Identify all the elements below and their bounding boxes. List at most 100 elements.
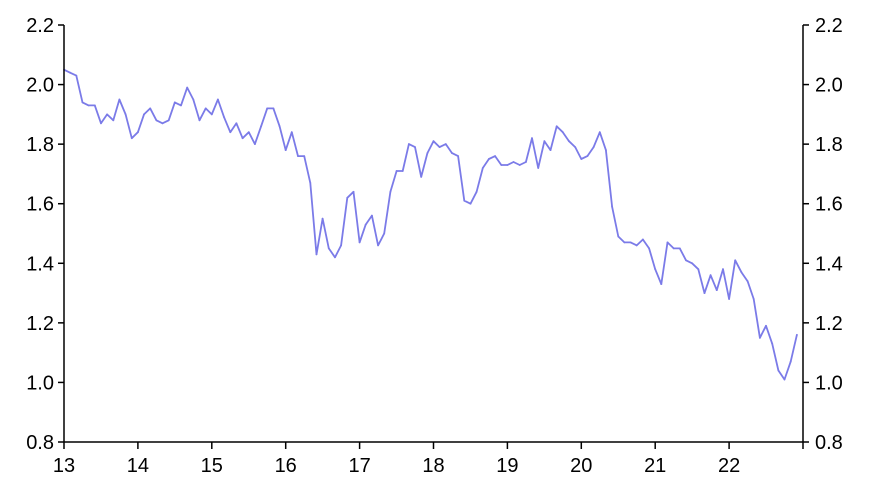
data-point — [715, 289, 718, 291]
data-point — [512, 161, 515, 163]
data-point — [69, 71, 71, 74]
data-point — [709, 274, 712, 277]
data-point — [672, 247, 675, 250]
data-point — [543, 140, 546, 143]
data-point — [235, 122, 238, 125]
data-point — [463, 199, 466, 202]
data-point — [358, 241, 361, 244]
data-point — [426, 152, 429, 155]
data-point — [352, 190, 355, 193]
data-point — [518, 164, 521, 166]
data-point — [580, 158, 583, 160]
data-point — [494, 155, 496, 158]
axes-layer — [63, 25, 804, 443]
right-y-tick-label: 1.8 — [815, 134, 843, 156]
x-tick-label: 15 — [201, 455, 223, 477]
data-point — [278, 125, 281, 128]
data-point — [229, 131, 232, 134]
series-line — [63, 68, 798, 381]
data-point — [592, 146, 595, 149]
data-point — [81, 101, 84, 104]
data-point — [130, 137, 133, 140]
data-point — [143, 113, 145, 116]
data-point — [389, 190, 392, 193]
data-point — [746, 280, 749, 283]
right-y-tick-label: 0.8 — [815, 432, 843, 454]
data-point — [555, 125, 558, 128]
data-point — [297, 155, 299, 158]
data-point — [642, 238, 644, 241]
data-point — [334, 256, 336, 259]
x-axis: 13 14 15 16 17 18 19 20 21 22 — [53, 442, 804, 477]
data-point — [284, 149, 287, 152]
data-point — [574, 146, 577, 149]
data-point — [346, 196, 349, 199]
data-point — [789, 360, 792, 363]
data-point — [321, 217, 324, 220]
data-point — [475, 190, 478, 193]
data-point — [260, 125, 262, 128]
data-point — [327, 247, 330, 250]
data-point — [611, 205, 613, 208]
data-point — [315, 253, 318, 256]
left-y-tick-label: 1.2 — [26, 313, 54, 335]
x-tick-label: 14 — [127, 455, 149, 477]
data-point — [561, 131, 564, 134]
data-point — [186, 86, 189, 89]
data-point — [432, 140, 435, 143]
data-point — [722, 268, 724, 271]
data-point — [118, 98, 121, 101]
data-point — [617, 235, 620, 238]
right-y-tick-label: 1.6 — [815, 194, 843, 216]
left-y-tick-label: 1.6 — [26, 194, 54, 216]
x-tick-label: 17 — [348, 455, 370, 477]
data-point — [703, 292, 706, 294]
data-point — [765, 324, 767, 327]
data-point — [623, 241, 626, 244]
data-point — [371, 214, 373, 217]
data-point — [549, 149, 552, 152]
data-point — [525, 161, 527, 163]
left-y-tick-label: 2.0 — [26, 75, 54, 97]
data-point — [660, 283, 663, 285]
data-point — [383, 232, 386, 235]
data-point — [106, 113, 108, 116]
data-point — [137, 131, 139, 134]
data-point — [377, 244, 379, 247]
data-point — [247, 131, 250, 134]
data-point — [266, 107, 269, 110]
data-point — [420, 176, 423, 178]
data-point — [481, 167, 484, 169]
data-point — [697, 268, 700, 271]
x-tick-label: 20 — [570, 455, 592, 477]
data-point — [198, 119, 201, 122]
x-tick-label: 16 — [275, 455, 297, 477]
data-point — [93, 104, 96, 107]
data-point — [635, 244, 638, 247]
x-tick-label: 18 — [422, 455, 444, 477]
x-tick-label: 13 — [53, 455, 75, 477]
x-tick-label: 22 — [718, 455, 740, 477]
right-y-tick-label: 1.0 — [815, 372, 843, 394]
data-point — [173, 101, 176, 104]
data-point — [87, 104, 90, 107]
left-y-tick-label: 1.0 — [26, 372, 54, 394]
data-point — [654, 268, 657, 271]
data-point — [241, 137, 244, 140]
x-tick-label: 19 — [496, 455, 518, 477]
data-point — [759, 336, 761, 339]
data-point — [438, 146, 441, 149]
data-point — [408, 143, 410, 146]
data-point — [223, 116, 226, 119]
data-point — [414, 146, 416, 149]
left-y-axis: 0.8 1.0 1.2 1.4 1.6 1.8 2.0 2.2 — [26, 15, 64, 454]
x-tick-label: 21 — [644, 455, 666, 477]
data-point — [586, 155, 589, 158]
data-point — [210, 113, 213, 116]
data-point — [740, 271, 743, 274]
data-point — [752, 298, 755, 300]
data-point — [149, 107, 152, 110]
left-y-tick-label: 0.8 — [26, 432, 54, 454]
data-point — [691, 262, 693, 265]
right-y-tick-label: 2.0 — [815, 75, 843, 97]
